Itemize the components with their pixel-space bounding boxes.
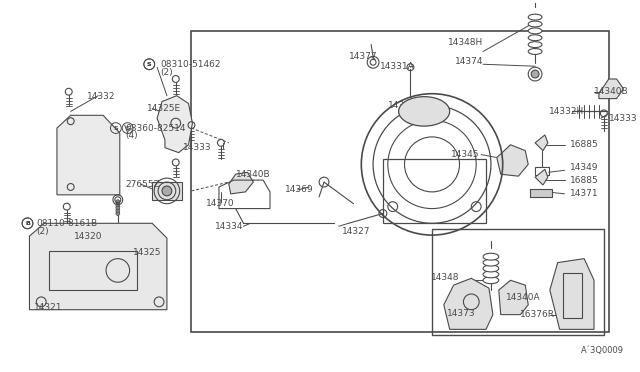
Text: S: S <box>147 62 152 67</box>
Text: 14371: 14371 <box>570 189 598 198</box>
Ellipse shape <box>399 97 450 126</box>
Ellipse shape <box>528 35 542 41</box>
Text: 14369: 14369 <box>285 185 314 195</box>
Text: 14327: 14327 <box>342 227 370 236</box>
Text: (4): (4) <box>125 131 138 140</box>
Polygon shape <box>550 259 594 329</box>
Polygon shape <box>535 135 548 151</box>
Text: 08310-51462: 08310-51462 <box>160 60 221 69</box>
Text: 27655Z: 27655Z <box>125 180 161 189</box>
Text: 14321: 14321 <box>35 303 63 312</box>
Text: 14340A: 14340A <box>506 294 540 302</box>
Bar <box>432 229 604 335</box>
Polygon shape <box>444 278 493 329</box>
Bar <box>191 31 609 332</box>
Text: 14320: 14320 <box>74 232 102 241</box>
Polygon shape <box>599 79 623 99</box>
Text: 14334: 14334 <box>215 222 243 231</box>
Polygon shape <box>535 169 548 185</box>
Ellipse shape <box>483 259 499 266</box>
Polygon shape <box>497 145 528 176</box>
Text: 14333: 14333 <box>182 143 211 152</box>
Polygon shape <box>228 172 253 194</box>
Bar <box>152 182 182 200</box>
Bar <box>383 160 486 223</box>
Text: 14331A: 14331A <box>380 62 415 71</box>
Ellipse shape <box>483 253 499 260</box>
Text: 14340B: 14340B <box>594 87 628 96</box>
Text: 16376R: 16376R <box>520 310 555 319</box>
Text: 14333: 14333 <box>609 114 637 123</box>
Circle shape <box>116 206 120 209</box>
Bar <box>535 167 549 175</box>
Text: S: S <box>113 126 118 131</box>
Circle shape <box>162 186 172 196</box>
Text: 14374: 14374 <box>454 57 483 66</box>
Ellipse shape <box>528 14 542 20</box>
Bar <box>530 189 552 197</box>
Ellipse shape <box>528 21 542 27</box>
Text: 14331: 14331 <box>388 101 417 110</box>
Text: 14345: 14345 <box>451 150 479 159</box>
Text: 14325: 14325 <box>132 248 161 257</box>
Ellipse shape <box>483 277 499 284</box>
Text: S: S <box>147 62 152 67</box>
Ellipse shape <box>528 28 542 34</box>
Text: 14348: 14348 <box>431 273 460 282</box>
Text: A´3Q0009: A´3Q0009 <box>580 346 623 356</box>
Text: 14340B: 14340B <box>236 170 270 179</box>
Text: 14325E: 14325E <box>147 104 181 113</box>
Polygon shape <box>29 223 167 310</box>
Text: 14348H: 14348H <box>448 38 483 47</box>
Ellipse shape <box>483 265 499 272</box>
Text: 16885: 16885 <box>570 176 598 185</box>
Text: 14377: 14377 <box>349 52 377 61</box>
Text: (2): (2) <box>36 227 49 236</box>
Circle shape <box>116 203 120 206</box>
Ellipse shape <box>528 48 542 54</box>
Text: 14370: 14370 <box>206 199 235 208</box>
Text: 08360-82514: 08360-82514 <box>125 124 186 132</box>
Text: 14332: 14332 <box>88 92 116 101</box>
Text: 16885: 16885 <box>570 140 598 149</box>
Ellipse shape <box>483 271 499 278</box>
Circle shape <box>116 212 120 215</box>
Bar <box>49 251 138 290</box>
Circle shape <box>116 200 120 204</box>
Polygon shape <box>499 280 528 315</box>
Text: 14349: 14349 <box>570 163 598 172</box>
Polygon shape <box>57 115 120 195</box>
Text: 14332H: 14332H <box>549 107 584 116</box>
Text: (2): (2) <box>160 68 173 77</box>
Text: S: S <box>125 126 130 131</box>
Text: B: B <box>25 221 30 226</box>
Text: 14373: 14373 <box>447 309 476 318</box>
Ellipse shape <box>528 42 542 48</box>
Polygon shape <box>157 96 193 153</box>
Circle shape <box>531 70 539 78</box>
Circle shape <box>116 209 120 212</box>
Text: 08110-8161B: 08110-8161B <box>36 219 97 228</box>
Text: B: B <box>25 221 30 226</box>
Bar <box>563 273 582 318</box>
